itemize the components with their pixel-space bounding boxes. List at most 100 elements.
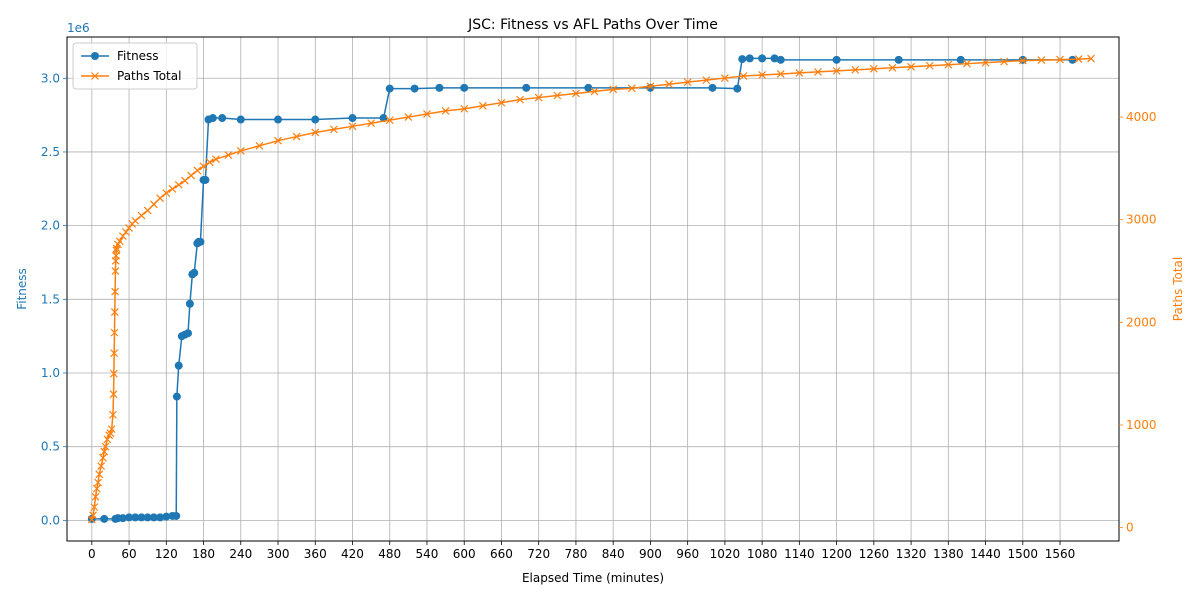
paths-total-point xyxy=(109,369,118,378)
legend-entry-fitness: Fitness xyxy=(117,49,159,63)
chart-legend: Fitness Paths Total xyxy=(72,42,198,90)
paths-total-point xyxy=(348,122,357,131)
fitness-point xyxy=(190,268,199,277)
paths-total-point xyxy=(187,171,196,180)
fitness-point xyxy=(156,513,165,522)
paths-total-point xyxy=(99,453,107,462)
x-tick-label: 1380 xyxy=(933,547,964,561)
paths-total-point xyxy=(149,200,158,209)
paths-total-point xyxy=(460,104,469,113)
y-tick-label-right: 3000 xyxy=(1126,213,1157,227)
fitness-point xyxy=(236,115,245,124)
paths-total-point xyxy=(110,328,119,337)
paths-total-point xyxy=(1000,57,1009,66)
y-tick-label-right: 1000 xyxy=(1126,418,1157,432)
paths-total-point xyxy=(255,141,264,150)
fitness-point xyxy=(174,361,183,370)
x-tick-label: 300 xyxy=(267,547,290,561)
x-axis-label: Elapsed Time (minutes) xyxy=(522,571,664,585)
fitness-point xyxy=(770,54,779,63)
paths-total-point xyxy=(97,462,106,470)
fitness-point xyxy=(460,83,469,92)
fitness-point xyxy=(131,513,140,522)
fitness-point xyxy=(379,114,388,123)
legend-marker-paths-total xyxy=(91,72,99,80)
legend-box xyxy=(72,42,198,90)
fitness-point xyxy=(410,84,419,93)
paths-total-point xyxy=(553,91,562,100)
paths-total-point xyxy=(292,132,301,141)
x-tick-label: 1200 xyxy=(821,547,852,561)
paths-total-point xyxy=(91,492,100,501)
paths-total-point xyxy=(888,63,897,72)
x-tick-label: 1080 xyxy=(747,547,778,561)
fitness-point xyxy=(894,55,903,64)
paths-total-point xyxy=(122,228,130,236)
paths-total-point xyxy=(907,62,916,71)
paths-total-point xyxy=(497,98,506,107)
fitness-point xyxy=(172,392,181,401)
x-tick-label: 60 xyxy=(121,547,136,561)
fitness-point xyxy=(162,512,171,521)
fitness-point xyxy=(385,84,394,93)
paths-total-point xyxy=(981,58,990,67)
paths-total-point xyxy=(180,176,189,185)
paths-total-point xyxy=(516,95,524,104)
y-tick-label-right: 2000 xyxy=(1126,315,1157,329)
y-tick-label-left: 0.5 xyxy=(41,440,60,454)
fitness-point xyxy=(196,237,205,246)
paths-total-point xyxy=(702,76,711,85)
fitness-point xyxy=(208,114,217,123)
paths-total-point xyxy=(156,194,165,203)
paths-total-point xyxy=(776,70,785,78)
paths-total-point xyxy=(103,435,112,444)
fitness-point xyxy=(118,514,127,523)
paths-total-point xyxy=(224,151,233,159)
paths-total-point xyxy=(111,267,120,275)
legend-marker-fitness xyxy=(91,52,99,60)
paths-total-point xyxy=(665,80,673,89)
y-axis-offset-label: 1e6 xyxy=(67,21,90,35)
paths-total-point xyxy=(572,89,580,98)
paths-total-point xyxy=(609,85,618,94)
x-tick-label: 0 xyxy=(88,547,96,561)
paths-total-point xyxy=(109,410,117,419)
paths-total-point xyxy=(131,216,140,225)
fitness-point xyxy=(218,114,227,123)
x-tick-label: 780 xyxy=(564,547,587,561)
fitness-point xyxy=(143,513,152,522)
fitness-point xyxy=(137,513,146,522)
x-tick-label: 840 xyxy=(602,547,625,561)
x-tick-label: 540 xyxy=(416,547,439,561)
x-tick-label: 1560 xyxy=(1045,547,1076,561)
fitness-point xyxy=(311,115,320,124)
fitness-point xyxy=(646,83,655,92)
paths-total-point xyxy=(92,484,101,493)
paths-total-point xyxy=(89,511,97,520)
paths-total-point xyxy=(758,71,767,79)
fitness-point xyxy=(100,514,109,523)
paths-total-point xyxy=(199,162,208,171)
paths-total-point xyxy=(367,119,376,128)
paths-total-point xyxy=(963,59,971,68)
paths-total-point xyxy=(112,246,121,255)
x-tick-label: 1020 xyxy=(710,547,741,561)
paths-total-point xyxy=(193,166,202,175)
y-tick-label-left: 1.5 xyxy=(41,292,60,306)
paths-total-point xyxy=(143,206,152,215)
x-tick-label: 1140 xyxy=(784,547,815,561)
paths-total-point xyxy=(212,155,220,164)
fitness-point xyxy=(149,513,158,522)
paths-total-point xyxy=(441,106,450,115)
paths-total-point xyxy=(534,93,543,102)
paths-total-point xyxy=(1087,54,1095,63)
y-tick-label-left: 1.0 xyxy=(41,366,60,380)
fitness-point xyxy=(738,55,747,64)
fitness-point xyxy=(745,54,754,63)
paths-total-point xyxy=(236,147,245,155)
paths-total-point xyxy=(205,158,214,167)
paths-total-point xyxy=(110,349,119,358)
paths-total-point xyxy=(110,308,119,317)
paths-total-point xyxy=(111,287,120,296)
